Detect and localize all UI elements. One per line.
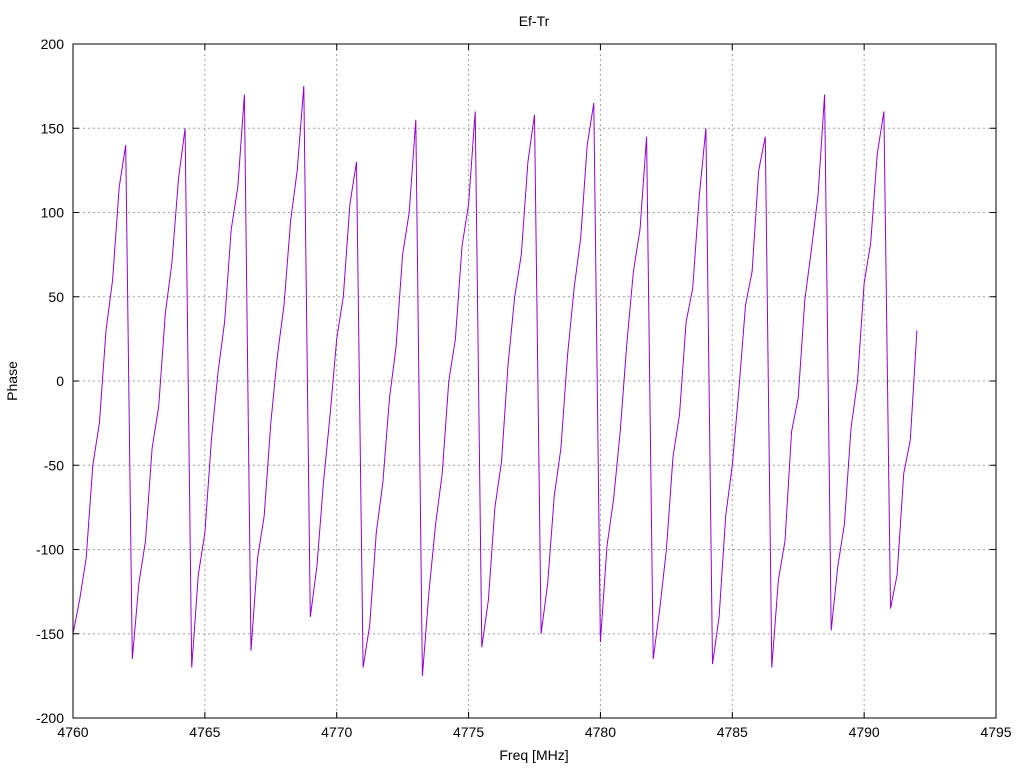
y-tick-label: -150 <box>36 626 64 642</box>
ticks: 4760 4765 4770 4775 4780 4785 4790 4795 -200 -150… <box>36 36 1012 740</box>
y-axis-label: Phase <box>4 361 20 401</box>
y-tick-label: 50 <box>48 289 64 305</box>
x-tick-label: 4770 <box>321 724 352 740</box>
x-tick-label: 4785 <box>717 724 748 740</box>
y-tick-label: -50 <box>44 457 64 473</box>
y-tick-label: 200 <box>41 36 65 52</box>
plot-border <box>72 43 997 719</box>
y-tick-label: 100 <box>41 205 65 221</box>
chart-title: Ef-Tr <box>519 13 550 29</box>
x-tick-label: 4760 <box>57 724 88 740</box>
x-axis-label: Freq [MHz] <box>499 747 568 763</box>
y-tick-label: -200 <box>36 710 64 726</box>
y-tick-label: -100 <box>36 542 64 558</box>
y-tick-label: 150 <box>41 120 65 136</box>
x-tick-label: 4780 <box>585 724 616 740</box>
x-tick-label: 4775 <box>453 724 484 740</box>
series-line <box>72 86 918 676</box>
x-tick-label: 4790 <box>849 724 880 740</box>
x-tick-label: 4795 <box>980 724 1011 740</box>
x-tick-label: 4765 <box>189 724 220 740</box>
y-tick-label: 0 <box>56 373 64 389</box>
